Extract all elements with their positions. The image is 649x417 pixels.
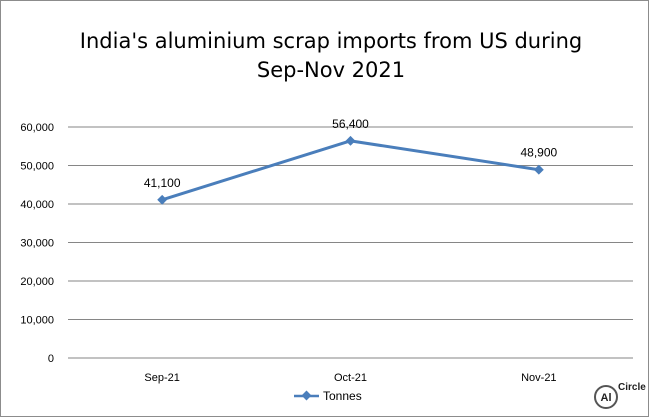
y-tick-label: 60,000 (20, 122, 54, 134)
chart-title-line-1: India's aluminium scrap imports from US … (80, 29, 582, 53)
x-axis-tick-labels: Sep-21 Oct-21 Nov-21 (144, 372, 556, 384)
y-tick-label: 30,000 (20, 238, 54, 250)
y-tick-label: 40,000 (20, 199, 54, 211)
x-tick-label: Oct-21 (334, 372, 367, 384)
y-axis-tick-labels: 0 10,000 20,000 30,000 40,000 50,000 60,000 (20, 122, 54, 365)
y-tick-label: 20,000 (20, 276, 54, 288)
series-line (161, 139, 540, 202)
logo-mark: Al (601, 392, 612, 404)
x-tick-label: Nov-21 (521, 372, 556, 384)
data-label: 48,900 (520, 146, 557, 160)
legend: Tonnes (294, 389, 362, 403)
y-tick-label: 10,000 (20, 315, 54, 327)
alcircle-logo: Al Circle (594, 382, 646, 409)
x-tick-label: Sep-21 (144, 372, 179, 384)
y-tick-label: 0 (48, 353, 54, 365)
logo-name: Circle (618, 382, 646, 393)
data-point-marker (533, 164, 544, 175)
chart-title-line-2: Sep-Nov 2021 (257, 58, 405, 82)
data-point-marker (345, 135, 356, 146)
data-point-marker (157, 194, 168, 205)
legend-label: Tonnes (323, 389, 362, 403)
y-tick-label: 50,000 (20, 161, 54, 173)
legend-marker (301, 390, 312, 401)
data-label: 56,400 (332, 117, 369, 131)
gridlines (68, 126, 633, 359)
series-tonnes (157, 135, 544, 205)
data-label: 41,100 (144, 176, 181, 190)
data-labels: 41,100 56,400 48,900 (144, 117, 558, 190)
